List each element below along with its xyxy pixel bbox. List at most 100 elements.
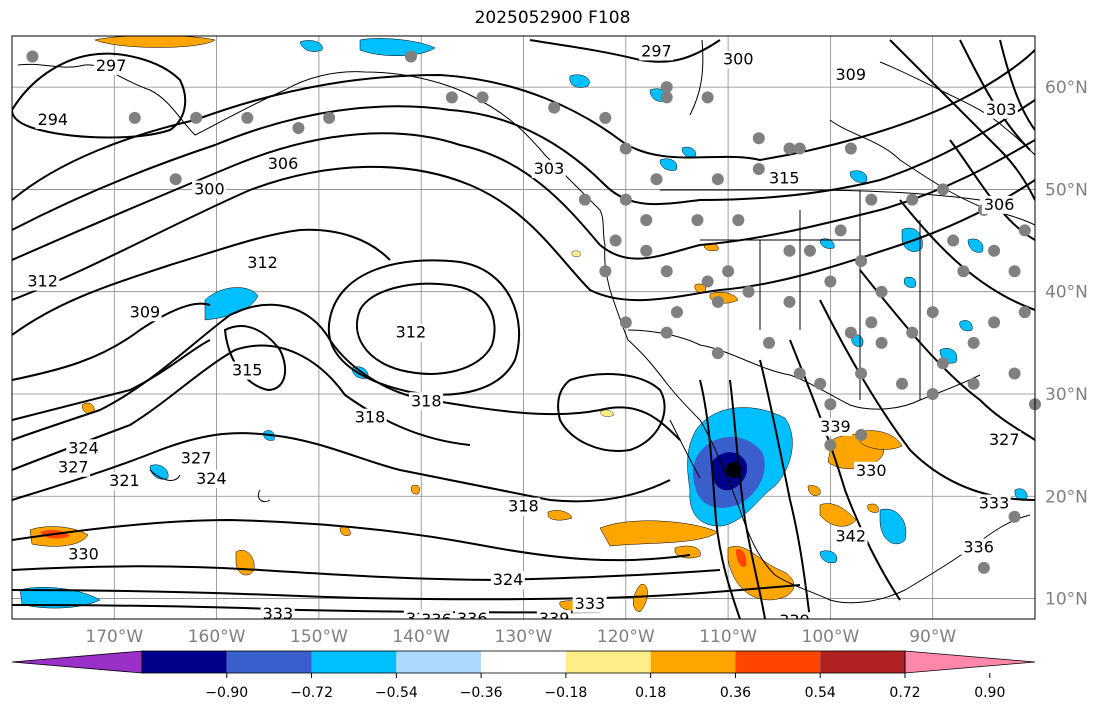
station-marker (445, 91, 458, 104)
station-marker (936, 183, 949, 196)
longitude-label: 140°W (392, 627, 450, 647)
colorbar-segment (565, 651, 651, 673)
station-marker (988, 244, 1001, 257)
colorbar-tick-label: 0.36 (720, 685, 751, 701)
station-marker (988, 316, 1001, 329)
station-marker (640, 214, 653, 227)
station-marker (670, 306, 683, 319)
station-marker (936, 357, 949, 370)
contour-label: 339 (539, 609, 570, 628)
map-panel: 297 297 300 309 303 294 306 300 303 312 312 309 312 3… (11, 35, 1041, 629)
contour-label-bg (976, 494, 1011, 513)
station-marker (292, 122, 305, 135)
contour-label: 321 (109, 471, 140, 490)
contour-label: 336 (963, 538, 994, 557)
longitude-label: 160°W (188, 627, 246, 647)
station-marker (967, 377, 980, 390)
contour-label: 315 (769, 168, 800, 187)
contour-label-bg (639, 42, 674, 61)
station-markers (26, 50, 1041, 574)
contour-label-bg (455, 610, 490, 619)
contour-label-bg (767, 169, 802, 188)
contour-label: 330 (856, 461, 887, 480)
station-marker (640, 244, 653, 257)
colorbar-segment (396, 651, 482, 673)
contour-label-bg (194, 469, 229, 488)
contour-label: 300 (194, 180, 225, 199)
contour-labels: 297 297 300 309 303 294 306 300 303 312 312 309 312 3… (25, 41, 1021, 629)
longitude-label: 100°W (802, 627, 860, 647)
contour-label-bg (983, 100, 1018, 119)
map-title: 2025052900 F108 (474, 8, 631, 28)
station-marker (660, 91, 673, 104)
contour-label: 333 (575, 594, 606, 613)
station-marker (619, 316, 632, 329)
station-marker (323, 111, 336, 124)
station-marker (793, 367, 806, 380)
contour-label: 312 (247, 253, 278, 272)
contour-label-bg (393, 323, 428, 342)
contour-label: 327 (58, 458, 89, 477)
contour-label-bg (536, 610, 571, 619)
contour-label-bg (531, 160, 566, 179)
contour-label-bg (490, 571, 525, 590)
station-marker (865, 193, 878, 206)
contour-label: 315 (232, 361, 263, 380)
colorbar-extend-max (904, 650, 1036, 674)
contour-label-bg (66, 545, 101, 564)
longitude-label: 130°W (495, 627, 553, 647)
contour-label: 318 (355, 408, 386, 427)
latitude-label: 60°N (1045, 78, 1088, 98)
contour-label: 312 (27, 272, 58, 291)
contour-label: 297 (96, 56, 127, 75)
contour-label-bg (720, 50, 755, 69)
contour-label-bg (107, 472, 142, 491)
station-marker (763, 336, 776, 349)
station-marker (957, 265, 970, 278)
contour-label-bg (981, 195, 1016, 214)
latitude-label: 20°N (1045, 487, 1088, 507)
station-marker (906, 193, 919, 206)
station-marker (660, 326, 673, 339)
colorbar-tick-label: −0.54 (375, 685, 418, 701)
contour-label-bg (260, 605, 295, 619)
contour-label: 339 (820, 417, 851, 436)
station-marker (896, 377, 909, 390)
contour-label: 333 (979, 494, 1010, 513)
longitude-axis-labels: 170°W 160°W 150°W 140°W 130°W 120°W 110°W 100°W… (85, 627, 956, 647)
colorbar-segment (311, 651, 397, 673)
latitude-label: 40°N (1045, 283, 1088, 303)
contour-label-bg (853, 461, 888, 480)
contour-label: 324 (196, 469, 227, 488)
station-marker (855, 367, 868, 380)
longitude-label: 90°W (909, 627, 956, 647)
station-marker (977, 561, 990, 574)
station-marker (793, 142, 806, 155)
station-marker (619, 193, 632, 206)
station-marker (711, 295, 724, 308)
contour-label: 300 (723, 50, 754, 69)
station-marker (875, 285, 888, 298)
contour-label-bg (93, 56, 128, 75)
contour-label-bg (178, 449, 213, 468)
station-marker (1008, 265, 1021, 278)
contour-label: 333 (263, 604, 294, 623)
colorbar-tick-label: −0.18 (544, 685, 587, 701)
contour-label: 309 (836, 65, 867, 84)
contour-label: 294 (38, 110, 69, 129)
station-marker (241, 111, 254, 124)
station-marker (855, 428, 868, 441)
station-marker (722, 265, 735, 278)
contour-label-bg (35, 110, 70, 129)
colorbar-segment (735, 651, 821, 673)
contour-label: 336 (421, 610, 452, 629)
contour-label-bg (56, 458, 91, 477)
station-marker (865, 316, 878, 329)
station-marker (814, 377, 827, 390)
station-marker (844, 326, 857, 339)
colorbar-segment (820, 651, 905, 673)
contour-label: 324 (68, 438, 99, 457)
station-marker (824, 275, 837, 288)
colorbar-segment (226, 651, 312, 673)
